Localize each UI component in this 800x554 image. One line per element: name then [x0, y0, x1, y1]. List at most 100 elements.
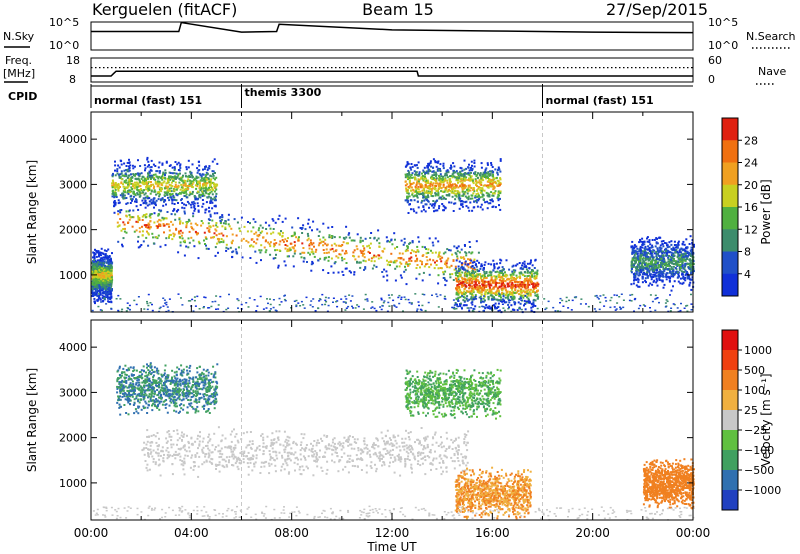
power-cell [142, 183, 145, 186]
power-cell [185, 204, 188, 207]
power-cell [502, 274, 504, 277]
power-cell [415, 254, 417, 257]
power-cell [476, 176, 479, 179]
power-cell [214, 197, 217, 200]
power-cell [469, 246, 472, 248]
power-cell [479, 182, 482, 185]
power-cell [495, 176, 498, 179]
power-cell [402, 243, 405, 246]
power-cell [147, 233, 150, 236]
power-cell [106, 292, 109, 295]
power-cell [308, 226, 311, 229]
power-cell [519, 296, 522, 299]
power-cell [355, 245, 358, 248]
power-cell [441, 203, 444, 205]
power-cell [456, 280, 459, 283]
power-cell [125, 179, 128, 182]
power-cell [160, 190, 163, 193]
power-cell [485, 167, 488, 170]
power-cell [116, 168, 119, 171]
power-cell [119, 159, 122, 162]
power-cell [414, 164, 417, 167]
power-cell [439, 255, 442, 258]
power-cell [155, 170, 158, 173]
power-cell [147, 180, 150, 183]
power-cell [430, 188, 433, 190]
power-cell [99, 274, 102, 277]
power-cell [484, 168, 487, 171]
beam-title: Beam 15 [362, 0, 434, 19]
power-cell [231, 251, 234, 254]
power-cell [100, 278, 103, 281]
power-cell [102, 279, 105, 282]
power-cell [130, 182, 133, 185]
power-cell [319, 241, 322, 244]
power-cell [469, 179, 472, 182]
power-cell [431, 184, 434, 187]
power-cell [96, 273, 99, 275]
power-cell [143, 189, 145, 192]
power-cell [513, 271, 516, 274]
power-cell [183, 210, 186, 213]
freq-label-line2: [MHz] [3, 67, 35, 80]
power-cell [425, 189, 428, 192]
power-cell [458, 292, 461, 295]
power-cell [99, 259, 102, 261]
power-cell [472, 192, 475, 195]
power-cell [216, 242, 219, 245]
power-cell [472, 206, 475, 209]
power-cell [518, 262, 521, 264]
power-cell [420, 210, 423, 213]
power-cell [500, 296, 502, 299]
power-cell [630, 270, 633, 273]
power-cell [524, 303, 527, 305]
power-cell [444, 261, 447, 264]
power-cell [261, 230, 264, 233]
power-cell [173, 208, 176, 211]
power-cell [643, 243, 646, 246]
power-cell [421, 279, 424, 282]
power-cell [511, 287, 514, 289]
power-cell [110, 289, 113, 292]
power-cell [135, 199, 138, 202]
power-cell [177, 202, 179, 204]
power-cell [113, 200, 116, 202]
power-cell [404, 176, 407, 179]
power-cell [187, 166, 190, 169]
power-cell [444, 186, 447, 189]
power-cell [106, 290, 109, 293]
power-cell [173, 169, 176, 171]
power-cell [178, 191, 181, 194]
power-cell [511, 276, 514, 279]
power-cell [207, 247, 210, 250]
power-cell [98, 278, 101, 281]
power-cell [462, 179, 465, 182]
power-cell [457, 269, 460, 272]
power-cell [424, 186, 427, 189]
power-cell [386, 263, 389, 266]
power-cell [298, 236, 300, 239]
nsky-series-line [91, 21, 694, 34]
power-cell [659, 274, 662, 277]
power-cell [471, 179, 474, 182]
power-cell [652, 280, 655, 283]
power-cell [118, 186, 120, 189]
power-cell [144, 214, 147, 216]
power-cell [478, 281, 481, 284]
power-cell [422, 169, 425, 172]
power-cell [396, 246, 399, 248]
power-cell [662, 286, 665, 289]
power-cell [91, 261, 94, 264]
power-cell [130, 180, 133, 182]
power-cell [208, 181, 211, 184]
power-cell [653, 259, 656, 262]
power-cell [300, 256, 303, 259]
power-cell [429, 182, 432, 185]
power-cell [142, 179, 144, 182]
power-cell [342, 241, 345, 244]
power-cell [635, 268, 638, 271]
power-cell [165, 237, 168, 240]
power-cell [145, 224, 148, 227]
power-cell [134, 185, 137, 188]
power-cell [311, 260, 314, 263]
